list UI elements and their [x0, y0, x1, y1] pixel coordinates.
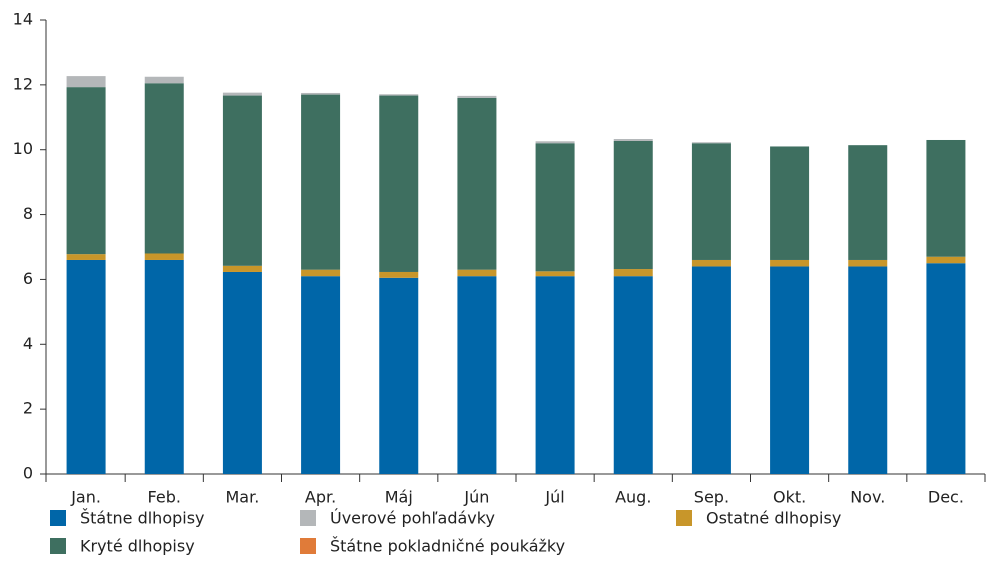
bar-segment: [691, 143, 731, 260]
bar-segment: [301, 269, 341, 277]
y-tick-label: 2: [23, 399, 33, 418]
bar-segment: [457, 269, 497, 277]
x-tick-label: Feb.: [148, 488, 181, 507]
bar-segment: [301, 92, 341, 95]
bar-segment: [691, 142, 731, 144]
legend-label: Ostatné dlhopisy: [706, 509, 841, 528]
y-tick-label: 10: [13, 139, 33, 158]
legend-label: Štátne pokladničné poukážky: [330, 537, 565, 556]
y-tick-label: 8: [23, 204, 33, 223]
bar-segment: [613, 139, 653, 141]
bar-segment: [848, 145, 888, 260]
legend-swatch: [300, 538, 316, 554]
bar-segment: [66, 259, 106, 474]
bar-segment: [144, 259, 184, 474]
bar-segment: [457, 97, 497, 270]
bar-segment: [222, 271, 262, 474]
bar-segment: [379, 277, 419, 474]
x-tick-label: Dec.: [928, 488, 964, 507]
bar-segment: [613, 269, 653, 277]
bar-segment: [535, 271, 575, 277]
bar-segment: [379, 95, 419, 272]
bar-segment: [613, 276, 653, 474]
bar-segment: [926, 256, 966, 264]
x-tick-label: Apr.: [305, 488, 336, 507]
y-tick-label: 4: [23, 334, 33, 353]
legend-swatch: [300, 510, 316, 526]
bar-segment: [222, 92, 262, 96]
bar-segment: [535, 141, 575, 144]
legend-swatch: [50, 510, 66, 526]
bar-segment: [379, 271, 419, 278]
bar-segment: [222, 265, 262, 272]
x-tick-label: Sep.: [694, 488, 729, 507]
bar-segment: [144, 76, 184, 84]
x-tick-label: Okt.: [773, 488, 806, 507]
bar-segment: [770, 266, 810, 474]
bar-segment: [457, 95, 497, 98]
x-tick-label: Aug.: [615, 488, 651, 507]
bar-segment: [66, 76, 106, 88]
y-tick-label: 14: [13, 10, 33, 29]
legend-swatch: [50, 538, 66, 554]
x-tick-label: Jún: [463, 488, 489, 507]
bar-segment: [926, 139, 966, 257]
y-tick-label: 6: [23, 269, 33, 288]
x-tick-label: Jan.: [70, 488, 101, 507]
x-tick-label: Mar.: [226, 488, 260, 507]
bar-segment: [379, 94, 419, 96]
x-tick-label: Nov.: [850, 488, 885, 507]
bar-segment: [144, 253, 184, 260]
bar-segment: [613, 140, 653, 270]
x-tick-label: Júl: [544, 488, 564, 507]
bar-segment: [535, 143, 575, 272]
legend-swatch: [676, 510, 692, 526]
bar-segment: [457, 276, 497, 474]
bar-segment: [144, 83, 184, 254]
bar-segment: [66, 254, 106, 260]
bar-segment: [535, 276, 575, 474]
bar-segment: [691, 266, 731, 474]
x-tick-label: Máj: [385, 488, 413, 507]
bar-segment: [222, 95, 262, 266]
legend-label: Štátne dlhopisy: [80, 509, 205, 528]
legend-label: Kryté dlhopisy: [80, 537, 195, 556]
bar-segment: [770, 259, 810, 267]
y-tick-label: 12: [13, 74, 33, 93]
legend-label: Úverové pohľadávky: [330, 509, 495, 528]
bar-segment: [926, 263, 966, 474]
bar-segment: [848, 259, 888, 267]
bar-segment: [66, 87, 106, 255]
bar-segment: [301, 276, 341, 474]
y-tick-label: 0: [23, 464, 33, 483]
bar-segment: [848, 266, 888, 474]
bar-segment: [691, 259, 731, 267]
bar-segment: [301, 94, 341, 270]
bar-segment: [770, 146, 810, 260]
